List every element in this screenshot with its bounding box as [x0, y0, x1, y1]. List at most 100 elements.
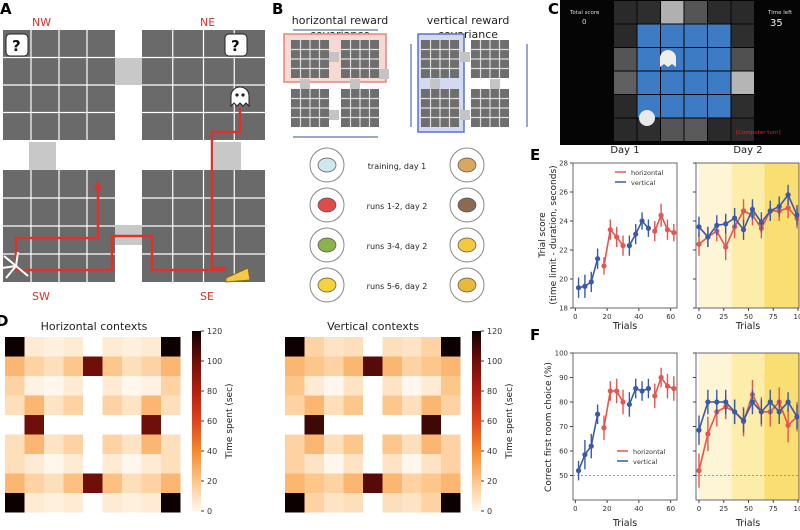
heatmap-cell: [324, 356, 344, 376]
background-band: [698, 353, 732, 500]
heatmap-cell: [441, 473, 461, 493]
y-tick-label: 26: [559, 189, 568, 197]
row-label: runs 5-6, day 2: [367, 282, 428, 291]
heatmap-cell: [304, 434, 324, 454]
vertical-point: [794, 212, 800, 218]
horizontal-point: [696, 468, 702, 474]
room-label-ne: NE: [200, 16, 215, 29]
colorbar: [472, 331, 481, 511]
door: [115, 58, 142, 85]
panel-label-e: E: [530, 146, 540, 164]
heatmap-cell: [24, 337, 44, 357]
heatmap-cell: [44, 376, 64, 396]
heatmap-cell: [5, 337, 25, 357]
heatmap-cell: [5, 395, 25, 415]
heatmap-cell: [324, 395, 344, 415]
heatmap-cell: [24, 415, 44, 435]
vertical-point: [588, 443, 594, 449]
heatmap-cell: [122, 395, 142, 415]
heatmap-cell: [24, 395, 44, 415]
heatmap-cell: [63, 454, 83, 474]
heatmap-cell: [5, 473, 25, 493]
x-tick-label: 10: [794, 313, 800, 321]
vertical-point: [639, 388, 645, 394]
panel-label-d: D: [0, 312, 8, 330]
blue-tile: [708, 48, 731, 71]
score-value: 0: [582, 18, 586, 26]
heatmap-cell: [161, 454, 181, 474]
gray-tile: [614, 118, 637, 141]
heatmap-title-horizontal: Horizontal contexts: [41, 320, 148, 333]
reward-rows: training, day 1 runs 1-2, day 2 runs 3-4, …: [309, 147, 485, 303]
heatmap-cell: [441, 376, 461, 396]
horizontal-point: [696, 241, 702, 247]
heatmap-cell: [382, 454, 402, 474]
room-label-nw: NW: [32, 16, 51, 29]
vertical-point: [626, 243, 632, 249]
heatmap-cell: [141, 473, 161, 493]
svg-text:?: ?: [12, 37, 21, 55]
colorbar: [192, 331, 201, 511]
gray-tile: [731, 48, 754, 71]
heatmap-cell: [343, 376, 363, 396]
vertical-point: [749, 399, 756, 405]
horizontal-point: [723, 244, 729, 250]
horizontal-point: [671, 230, 677, 236]
heatmap-cell: [63, 434, 83, 454]
heatmap-cell: [324, 493, 344, 513]
heatmap-cell: [343, 493, 363, 513]
colorbar-tick-label: 40: [487, 447, 497, 456]
heatmap-cell: [343, 473, 363, 493]
horizontal-point: [607, 227, 613, 233]
heatmap-cell: [343, 454, 363, 474]
heatmap-cell: [122, 473, 142, 493]
ghost-icon: [660, 50, 676, 67]
heatmap-cell: [421, 376, 441, 396]
horizontal-point: [614, 388, 620, 394]
vertical-point: [582, 452, 588, 458]
heatmap-cell: [161, 395, 181, 415]
gray-tile: [684, 1, 707, 24]
gray-tile: [731, 95, 754, 118]
blue-tile: [637, 48, 660, 71]
horizontal-point: [671, 385, 677, 392]
score-label: Total score: [569, 10, 600, 16]
horizontal-point: [658, 374, 664, 381]
heatmap-cell: [63, 395, 83, 415]
vertical-point: [595, 411, 601, 417]
blue-tile: [637, 24, 660, 47]
x-tick-label: 75: [769, 505, 778, 513]
line-charts: 0204060182022242628025507510020406050607…: [555, 160, 800, 514]
blue-tile: [661, 24, 684, 47]
vertical-point: [626, 401, 632, 408]
heatmap-cell: [102, 356, 122, 376]
heatmap-cell: [421, 493, 441, 513]
cocktail-icon: [317, 157, 337, 173]
horizontal-line: [654, 213, 675, 234]
heatmap-cell: [285, 395, 305, 415]
axes-frame: [695, 162, 800, 309]
horizontal-point: [664, 383, 671, 389]
heatmap-cell: [63, 356, 83, 376]
vertical-point: [575, 285, 582, 291]
maze-panel: [3, 30, 265, 282]
gray-tile: [661, 1, 684, 24]
heatmap-cell: [421, 434, 441, 454]
heatmap-cell: [122, 337, 142, 357]
colorbar-tick-label: 100: [207, 357, 222, 366]
blue-tile: [637, 71, 660, 94]
heatmap-cell: [102, 337, 122, 357]
vertical-point: [645, 385, 652, 392]
row-label: runs 1-2, day 2: [367, 202, 428, 211]
colorbar-tick-label: 80: [207, 387, 217, 396]
y-tick-label: 70: [559, 423, 568, 431]
colorbar-tick-label: 0: [207, 507, 212, 516]
door: [430, 79, 440, 89]
y-tick-label: 50: [559, 472, 568, 480]
heatmap-cell: [382, 376, 402, 396]
legend-e: horizontal vertical: [615, 169, 664, 187]
heatmap-cell: [161, 493, 181, 513]
vertical-line: [628, 387, 649, 405]
x-tick-label: 50: [744, 313, 753, 321]
